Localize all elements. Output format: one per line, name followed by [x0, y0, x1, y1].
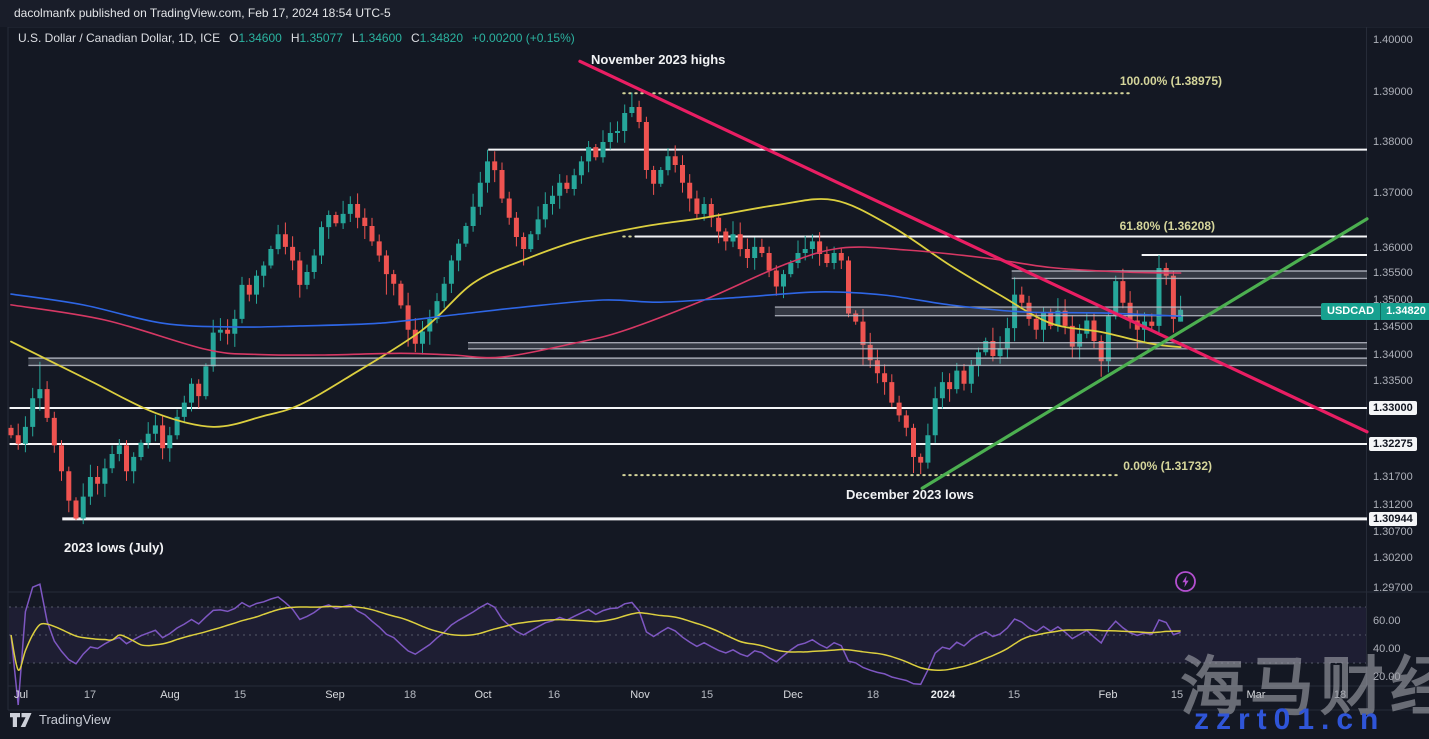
price-axis-label: 1.33500 [1373, 375, 1413, 387]
watermark-site: zzrt01.cn [1194, 703, 1386, 736]
price-axis-level-label: 1.33000 [1369, 401, 1417, 415]
time-axis-label: Feb [1098, 689, 1118, 701]
time-axis-label: Nov [630, 689, 650, 701]
time-axis-label: Sep [325, 689, 345, 701]
price-axis-label: 1.30200 [1373, 552, 1413, 564]
price-axis-level-label: 1.32275 [1369, 437, 1417, 451]
annotation-november-highs: November 2023 highs [591, 52, 726, 67]
rsi-line [10, 583, 1181, 706]
symbol-legend: U.S. Dollar / Canadian Dollar, 1D, ICE O1… [18, 31, 575, 45]
ohlc-close-value: 1.34820 [419, 31, 464, 45]
tradingview-attribution[interactable]: TradingView [10, 712, 111, 727]
time-axis-label: 17 [83, 689, 97, 701]
time-axis-label: Mar [1246, 689, 1266, 701]
ohlc-low-label: L [351, 31, 359, 45]
published-bar-text: dacolmanfx published on TradingView.com,… [14, 6, 391, 20]
ma-blue [10, 291, 1182, 328]
time-axis-label: 16 [547, 689, 561, 701]
price-axis-label: 1.38000 [1373, 136, 1413, 148]
price-axis-label: 1.40000 [1373, 34, 1413, 46]
price-zone [468, 342, 1367, 349]
ma-crimson [10, 246, 1182, 359]
tradingview-label: TradingView [39, 712, 111, 727]
annotation-december-lows: December 2023 lows [846, 487, 974, 502]
time-axis-label: 15 [1007, 689, 1021, 701]
tradingview-logo-icon [10, 712, 32, 727]
time-axis-label: 18 [403, 689, 417, 701]
price-axis-label: 1.35500 [1373, 267, 1413, 279]
price-axis-label: 1.29700 [1373, 582, 1413, 594]
fib-label-618: 61.80% (1.36208) [1119, 219, 1215, 233]
published-bar: dacolmanfx published on TradingView.com,… [0, 0, 1429, 27]
price-axis-label: 1.31700 [1373, 471, 1413, 483]
price-axis-label: 1.34000 [1373, 349, 1413, 361]
ohlc-open-label: O [229, 31, 239, 45]
downtrend-line [578, 59, 1369, 434]
rsi-axis-label: 40.00 [1373, 643, 1401, 655]
time-axis-label: 2024 [930, 689, 956, 701]
time-axis-label: 18 [866, 689, 880, 701]
rsi-ma-line [10, 605, 1181, 671]
ohlc-open-value: 1.34600 [238, 31, 282, 45]
fib-label-0: 0.00% (1.31732) [1123, 459, 1212, 473]
uptrend-line [920, 217, 1369, 490]
annotation-july-lows: 2023 lows (July) [64, 540, 164, 555]
time-axis-label: Oct [474, 689, 492, 701]
time-axis-label: Aug [160, 689, 180, 701]
time-axis-label: 15 [700, 689, 714, 701]
ohlc-high-value: 1.35077 [299, 31, 343, 45]
price-axis-label: 1.31200 [1373, 499, 1413, 511]
price-axis-label: 1.37000 [1373, 187, 1413, 199]
symbol-title: U.S. Dollar / Canadian Dollar, 1D, ICE [18, 31, 221, 45]
time-axis-label: 15 [1170, 689, 1184, 701]
last-price-value: 1.34820 [1381, 303, 1429, 320]
price-axis-level-label: 1.30944 [1369, 512, 1417, 526]
time-axis-label: 15 [233, 689, 247, 701]
rsi-axis-label: 20.00 [1373, 671, 1401, 683]
price-axis-label: 1.39000 [1373, 86, 1413, 98]
price-axis-label: 1.30700 [1373, 526, 1413, 538]
last-price-tag: USDCAD 1.34820 [1321, 303, 1429, 320]
last-price-symbol: USDCAD [1321, 303, 1382, 320]
fib-label-100: 100.00% (1.38975) [1119, 74, 1222, 88]
ohlc-low-value: 1.34600 [358, 31, 402, 45]
price-zone [774, 307, 1367, 316]
time-axis-label: Dec [783, 689, 803, 701]
price-zone [28, 358, 1367, 366]
price-axis-label: 1.34500 [1373, 321, 1413, 333]
change-value: +0.00200 (+0.15%) [472, 31, 575, 45]
lightning-icon [1182, 575, 1189, 588]
ohlc-high-label: H [290, 31, 300, 45]
price-axis-label: 1.36000 [1373, 242, 1413, 254]
price-zone [1011, 271, 1367, 279]
lightning-circle [1175, 571, 1196, 592]
lightning-button[interactable] [1173, 569, 1198, 594]
rsi-axis-label: 60.00 [1373, 615, 1401, 627]
time-axis-label: 18 [1333, 689, 1347, 701]
time-axis-label: Jul [13, 689, 29, 701]
watermark-brand: 海马财经 [1180, 651, 1429, 723]
ohlc-close-label: C [410, 31, 420, 45]
ma-yellow [10, 198, 1182, 428]
